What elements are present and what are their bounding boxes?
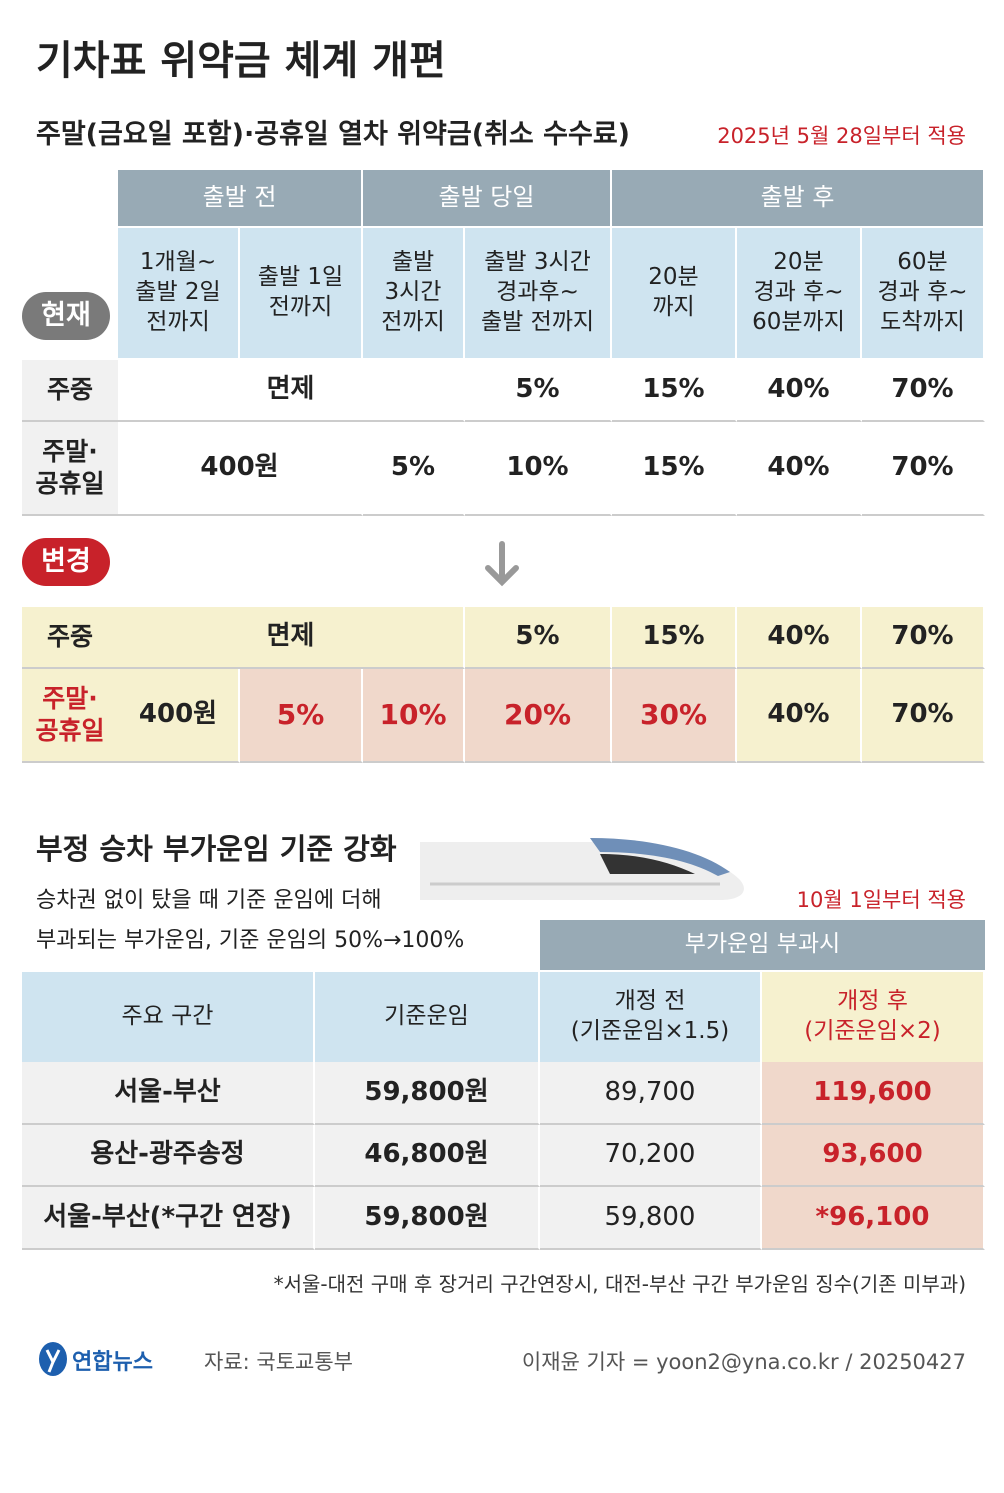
fee-cell: 20% [465, 669, 612, 763]
train-illustration [420, 838, 744, 900]
group-header: 부가운임 부과시 [540, 920, 985, 970]
fee-cell: 15% [612, 607, 737, 669]
badge: 변경 [22, 538, 110, 586]
fee-cell: 70% [862, 607, 985, 669]
fare-cell: 119,600 [762, 1062, 985, 1125]
fare-cell: 89,700 [540, 1062, 762, 1125]
column-header: 주요 구간 [22, 972, 315, 1062]
fee-cell: 면제 [118, 607, 465, 669]
fare-cell: 서울-부산 [22, 1062, 315, 1125]
column-header: 개정 후 (기준운임×2) [762, 972, 985, 1062]
effective-date: 2025년 5월 28일부터 적용 [717, 124, 966, 148]
footnote: *서울-대전 구매 후 장거리 구간연장시, 대전-부산 구간 부가운임 징수(… [273, 1272, 966, 1296]
fee-cell: 5% [465, 360, 612, 422]
logo-text: 연합뉴스 [72, 1350, 153, 1375]
fee-cell: 40% [737, 669, 862, 763]
fee-cell: 5% [363, 422, 465, 516]
fee-cell: 70% [862, 360, 985, 422]
row-label: 주말· 공휴일 [22, 669, 118, 763]
fare-cell: 93,600 [762, 1125, 985, 1187]
fare-cell: 46,800원 [315, 1125, 540, 1187]
column-header: 개정 전 (기준운임×1.5) [540, 972, 762, 1062]
fee-cell: 70% [862, 669, 985, 763]
effective-date: 10월 1일부터 적용 [796, 888, 966, 912]
period-header: 출발 1일 전까지 [240, 228, 363, 358]
fee-cell: 10% [363, 669, 465, 763]
fare-cell: 서울-부산(*구간 연장) [22, 1187, 315, 1250]
fee-cell: 면제 [118, 360, 465, 422]
period-header: 1개월~ 출발 2일 전까지 [118, 228, 240, 358]
fee-cell: 40% [737, 422, 862, 516]
fee-cell: 70% [862, 422, 985, 516]
fee-cell: 15% [612, 360, 737, 422]
period-header: 출발 3시간 전까지 [363, 228, 465, 358]
section-title: 부정 승차 부가운임 기준 강화 [36, 832, 397, 866]
fare-cell: *96,100 [762, 1187, 985, 1250]
period-header: 20분 까지 [612, 228, 737, 358]
group-header: 출발 당일 [363, 170, 612, 228]
fare-cell: 용산-광주송정 [22, 1125, 315, 1187]
fare-cell: 59,800원 [315, 1062, 540, 1125]
description: 승차권 없이 탔을 때 기준 운임에 더해 [36, 888, 382, 913]
row-label: 주중 [22, 360, 118, 422]
logo-icon [39, 1342, 67, 1376]
fee-cell: 5% [240, 669, 363, 763]
fare-cell: 70,200 [540, 1125, 762, 1187]
description: 부과되는 부가운임, 기준 운임의 50%→100% [36, 928, 465, 953]
period-header: 20분 경과 후~ 60분까지 [737, 228, 862, 358]
period-header: 60분 경과 후~ 도착까지 [862, 228, 985, 358]
credit: 이재윤 기자 = yoon2@yna.co.kr / 20250427 [521, 1350, 966, 1374]
column-header: 기준운임 [315, 972, 540, 1062]
fee-cell: 40% [737, 607, 862, 669]
title: 기차표 위약금 체계 개편 [36, 38, 446, 84]
fee-cell: 400원 [118, 422, 363, 516]
group-header: 출발 후 [612, 170, 985, 228]
fee-cell: 30% [612, 669, 737, 763]
fee-cell: 40% [737, 360, 862, 422]
source: 자료: 국토교통부 [204, 1350, 353, 1374]
fee-cell: 15% [612, 422, 737, 516]
subtitle: 주말(금요일 포함)·공휴일 열차 위약금(취소 수수료) [36, 119, 631, 150]
fee-cell: 10% [465, 422, 612, 516]
badge: 현재 [22, 292, 110, 340]
fee-cell: 400원 [118, 669, 240, 763]
fee-cell: 5% [465, 607, 612, 669]
row-label: 주말· 공휴일 [22, 422, 118, 516]
group-header: 출발 전 [118, 170, 363, 228]
fare-cell: 59,800원 [315, 1187, 540, 1250]
row-label: 주중 [22, 607, 118, 669]
fare-cell: 59,800 [540, 1187, 762, 1250]
period-header: 출발 3시간 경과후~ 출발 전까지 [465, 228, 612, 358]
arrow-down [485, 541, 519, 587]
